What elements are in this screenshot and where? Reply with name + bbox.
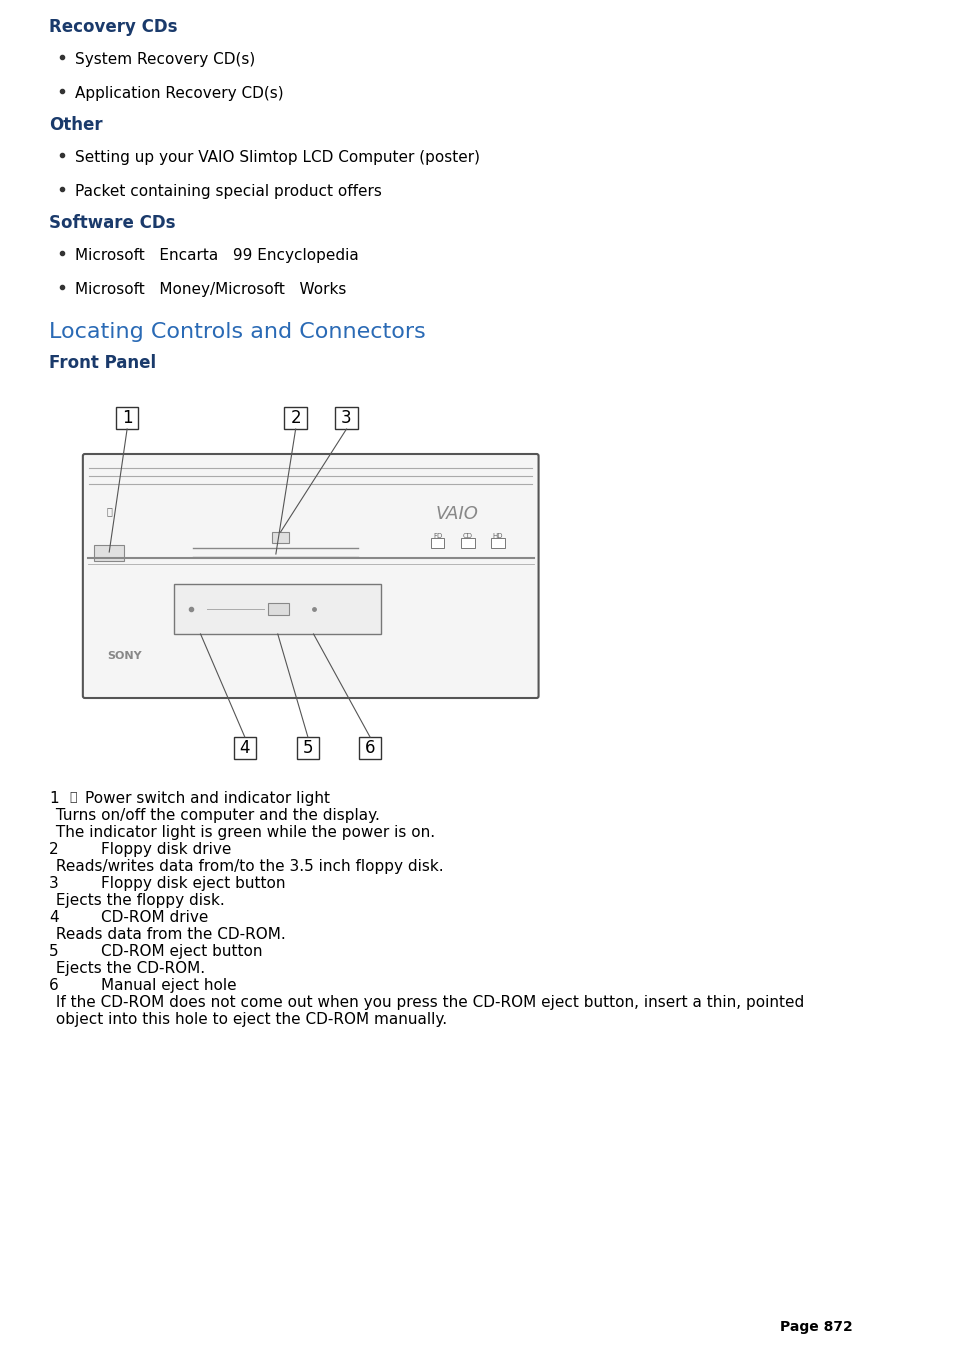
Text: Ejects the floppy disk.: Ejects the floppy disk. [51, 893, 224, 908]
Text: System Recovery CD(s): System Recovery CD(s) [75, 51, 255, 68]
Text: Front Panel: Front Panel [49, 354, 156, 372]
Text: If the CD-ROM does not come out when you press the CD-ROM eject button, insert a: If the CD-ROM does not come out when you… [51, 994, 803, 1011]
Bar [233, 738, 255, 759]
Text: CD-ROM eject button: CD-ROM eject button [101, 944, 262, 959]
Text: 5: 5 [302, 739, 313, 757]
Text: Turns on/off the computer and the display.: Turns on/off the computer and the displa… [51, 808, 379, 823]
Text: Application Recovery CD(s): Application Recovery CD(s) [75, 86, 284, 101]
Text: 1: 1 [49, 790, 58, 807]
Text: Microsoft   Encarta   99 Encyclopedia: Microsoft Encarta 99 Encyclopedia [75, 249, 358, 263]
Text: 1: 1 [122, 409, 132, 427]
Text: Ejects the CD-ROM.: Ejects the CD-ROM. [51, 961, 205, 975]
Text: Setting up your VAIO Slimtop LCD Computer (poster): Setting up your VAIO Slimtop LCD Compute… [75, 150, 479, 165]
Text: Power switch and indicator light: Power switch and indicator light [85, 790, 330, 807]
Text: 2: 2 [290, 409, 300, 427]
FancyBboxPatch shape [83, 454, 538, 698]
Text: Manual eject hole: Manual eject hole [101, 978, 236, 993]
Text: Floppy disk eject button: Floppy disk eject button [101, 875, 285, 892]
Bar [268, 603, 289, 615]
Text: Locating Controls and Connectors: Locating Controls and Connectors [49, 322, 425, 342]
Text: The indicator light is green while the power is on.: The indicator light is green while the p… [51, 825, 435, 840]
Bar [272, 532, 289, 543]
Bar [115, 407, 138, 430]
Text: Microsoft   Money/Microsoft   Works: Microsoft Money/Microsoft Works [75, 282, 346, 297]
Bar [284, 407, 307, 430]
Text: 6: 6 [49, 978, 59, 993]
Text: VAIO: VAIO [435, 505, 477, 523]
Text: 3: 3 [49, 875, 59, 892]
Text: Packet containing special product offers: Packet containing special product offers [75, 184, 382, 199]
Text: object into this hole to eject the CD-ROM manually.: object into this hole to eject the CD-RO… [51, 1012, 447, 1027]
Text: 4: 4 [239, 739, 250, 757]
Bar [174, 584, 381, 634]
Bar [296, 738, 319, 759]
Bar [94, 544, 124, 561]
Text: ⏻: ⏻ [70, 790, 77, 804]
Text: Floppy disk drive: Floppy disk drive [101, 842, 231, 857]
Bar [461, 538, 474, 549]
Text: Software CDs: Software CDs [49, 213, 175, 232]
Bar [491, 538, 504, 549]
Text: Page 872: Page 872 [780, 1320, 852, 1333]
Text: 5: 5 [49, 944, 58, 959]
Text: Reads/writes data from/to the 3.5 inch floppy disk.: Reads/writes data from/to the 3.5 inch f… [51, 859, 443, 874]
Text: Other: Other [49, 116, 103, 134]
Bar [335, 407, 357, 430]
Text: Reads data from the CD-ROM.: Reads data from the CD-ROM. [51, 927, 285, 942]
Text: 6: 6 [364, 739, 375, 757]
Text: CD: CD [462, 534, 473, 539]
Text: CD-ROM drive: CD-ROM drive [101, 911, 208, 925]
Text: 2: 2 [49, 842, 58, 857]
Text: 3: 3 [341, 409, 352, 427]
Text: HD: HD [493, 534, 503, 539]
Text: ⏻: ⏻ [106, 507, 112, 516]
Bar [431, 538, 444, 549]
Bar [358, 738, 381, 759]
Text: Recovery CDs: Recovery CDs [49, 18, 177, 36]
Text: SONY: SONY [107, 651, 141, 661]
Text: 4: 4 [49, 911, 58, 925]
Text: FD: FD [433, 534, 442, 539]
